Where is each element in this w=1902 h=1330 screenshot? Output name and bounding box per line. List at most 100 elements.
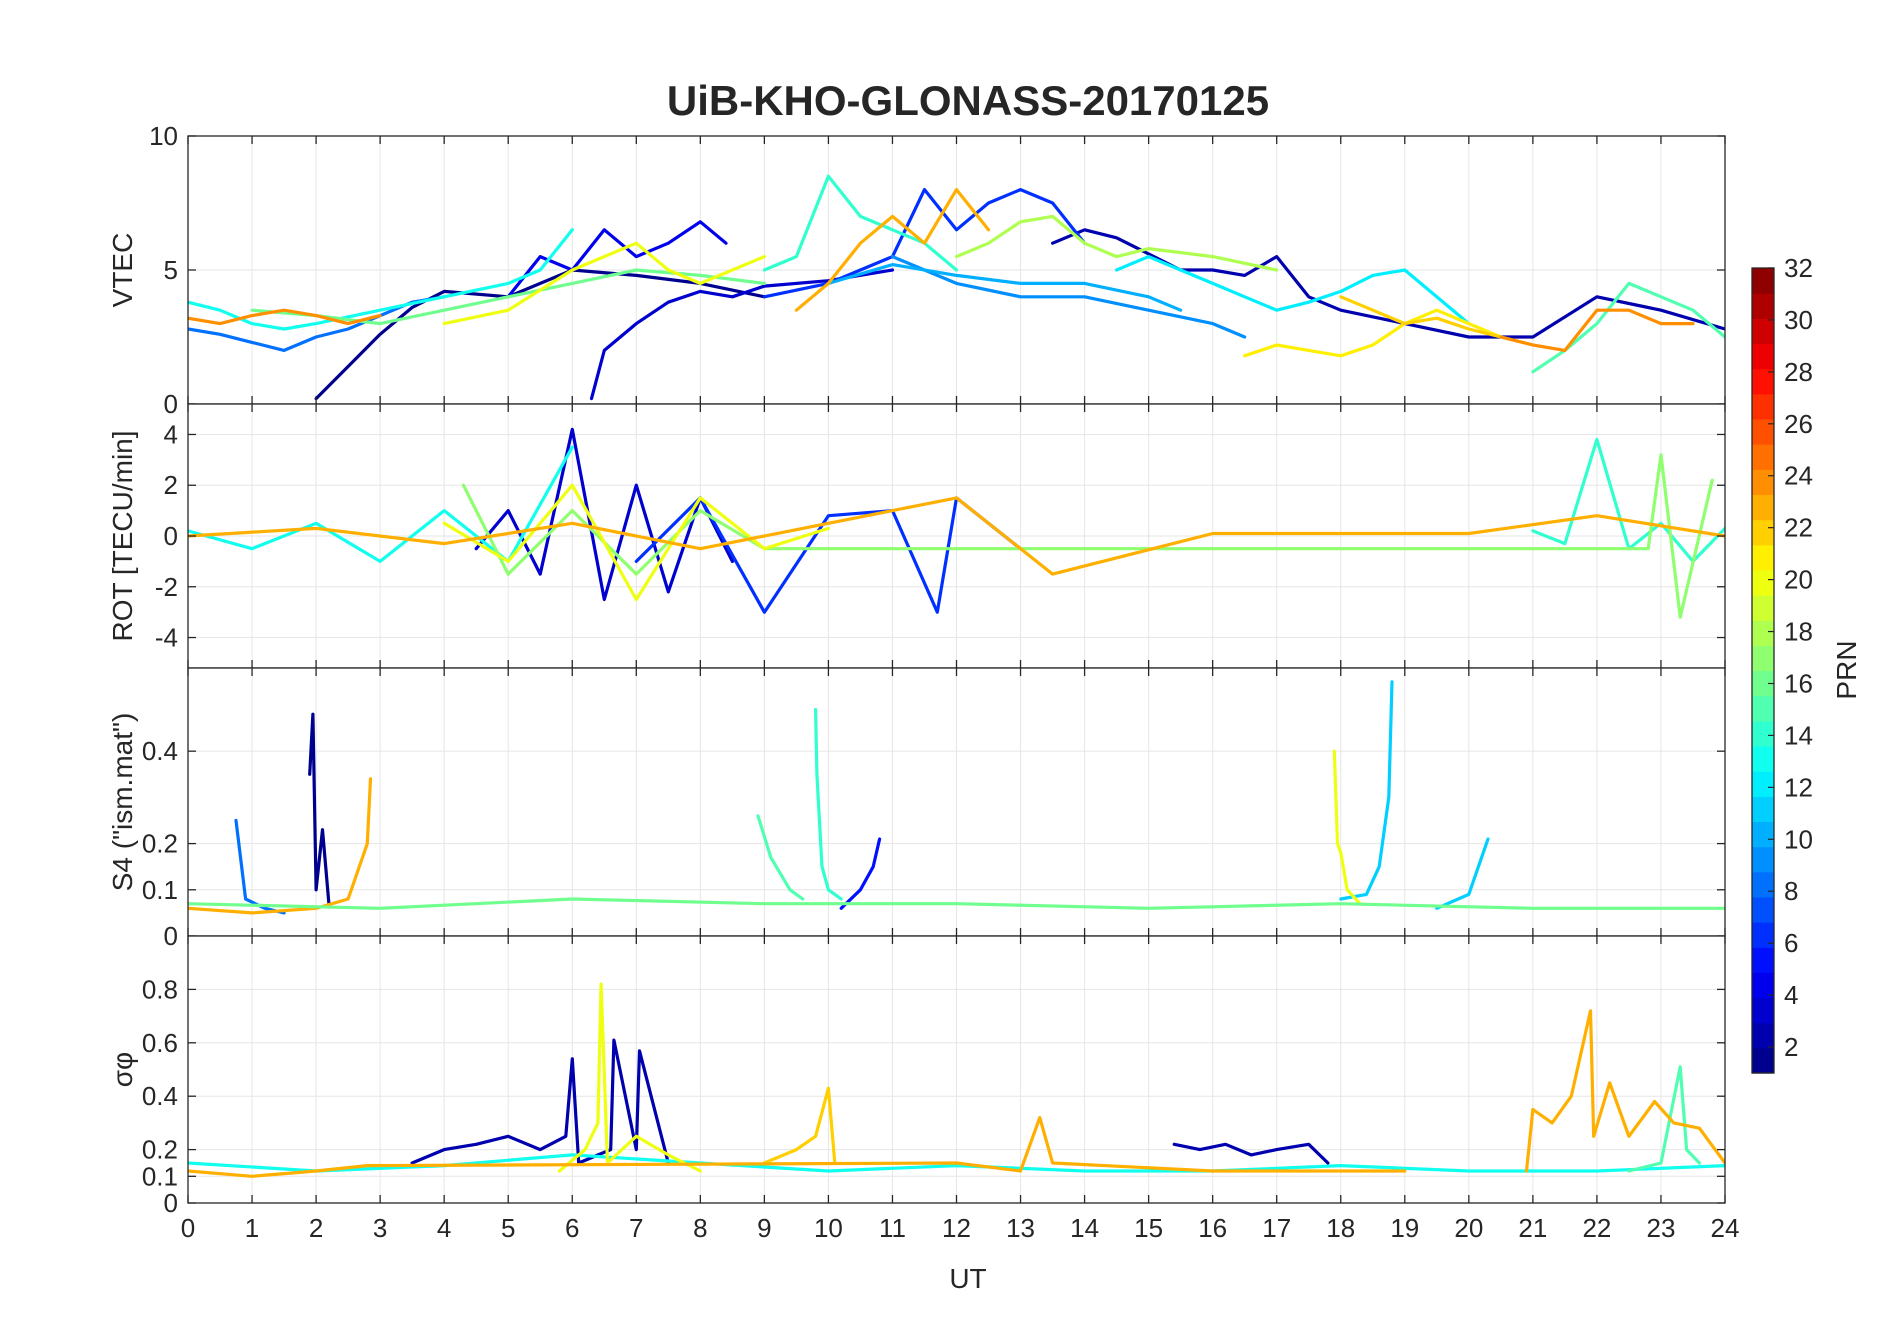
- series-line-prn-9: [890, 255, 1247, 339]
- colorbar-segment: [1752, 922, 1774, 948]
- series-line-prn-20: [557, 982, 702, 1173]
- x-tick-label: 13: [1006, 1213, 1035, 1243]
- panel-rot: -4 -2 0 2 4 ROT [TECU/min]: [107, 403, 1726, 669]
- x-tick-label: 14: [1070, 1213, 1099, 1243]
- colorbar-tick-label: 28: [1784, 357, 1813, 387]
- series-group: [188, 680, 1725, 915]
- series-line-prn-15: [1627, 1065, 1702, 1173]
- colorbar-segment: [1752, 620, 1774, 646]
- series-line-prn-2: [1172, 1142, 1330, 1165]
- colorbar-frame: [1751, 267, 1775, 1074]
- colorbar-tick-label: 2: [1784, 1032, 1798, 1062]
- colorbar-tick-label: 24: [1784, 461, 1813, 491]
- colorbar-segment: [1752, 293, 1774, 319]
- series-line-prn-11: [1435, 837, 1490, 910]
- series-line-prn-23: [188, 1115, 1407, 1178]
- series-group: [188, 982, 1725, 1178]
- colorbar-segment: [1752, 745, 1774, 772]
- series-line-prn-15: [756, 814, 805, 901]
- x-tick-label: 11: [879, 1213, 906, 1243]
- series-line-prn-12: [1114, 255, 1471, 326]
- series-line-prn-2: [410, 1038, 670, 1165]
- colorbar-segment: [1752, 1047, 1774, 1074]
- series-line-prn-24: [188, 308, 382, 326]
- y-axis-label-rot: ROT [TECU/min]: [107, 430, 138, 641]
- series-line-prn-24: [1499, 308, 1695, 352]
- colorbar-tick-label: 14: [1784, 720, 1813, 750]
- x-tick-label: 21: [1518, 1213, 1547, 1243]
- colorbar-segment: [1752, 947, 1774, 973]
- colorbar-segment: [1752, 846, 1774, 873]
- series-group: [188, 174, 1725, 401]
- series-line-prn-23: [1524, 1009, 1725, 1173]
- colorbar-segment: [1752, 771, 1774, 797]
- colorbar-tick-label: 18: [1784, 617, 1813, 647]
- series-line-prn-22: [762, 1086, 837, 1165]
- series-group: [188, 427, 1725, 619]
- x-tick-label: 15: [1134, 1213, 1163, 1243]
- colorbar-segment: [1752, 268, 1774, 294]
- colorbar-tick-label: 12: [1784, 772, 1813, 802]
- x-tick-label: 17: [1262, 1213, 1291, 1243]
- x-tick-label: 7: [629, 1213, 643, 1243]
- series-line-prn-20: [442, 483, 831, 602]
- colorbar-segment: [1752, 343, 1774, 370]
- series-line-prn-23: [188, 777, 373, 915]
- series-line-prn-23: [794, 188, 991, 312]
- x-tick-label: 10: [814, 1213, 843, 1243]
- x-tick-label: 4: [437, 1213, 451, 1243]
- series-line-prn-18: [954, 214, 1279, 272]
- colorbar-segment: [1752, 695, 1774, 722]
- colorbar-segment: [1752, 595, 1774, 621]
- x-tick-label: 18: [1326, 1213, 1355, 1243]
- x-tick-label: 8: [693, 1213, 707, 1243]
- y-tick-label: 0.8: [142, 974, 178, 1004]
- series-line-prn-10: [826, 263, 1183, 312]
- colorbar-segment: [1752, 519, 1774, 546]
- series-line-prn-16: [188, 897, 1725, 910]
- colorbar-segment: [1752, 418, 1774, 445]
- colorbar-tick-label: 4: [1784, 980, 1798, 1010]
- y-tick-label: 0.1: [142, 875, 178, 905]
- y-axis-label-vtec: VTEC: [107, 233, 138, 308]
- y-axis-label-sigma: σφ: [107, 1052, 138, 1087]
- colorbar-segment: [1752, 318, 1774, 345]
- y-tick-label: 0: [164, 921, 178, 951]
- colorbar-tick-label: 22: [1784, 513, 1813, 543]
- x-axis-label: UT: [949, 1263, 986, 1294]
- series-line-prn-11: [1339, 680, 1394, 901]
- colorbar-segment: [1752, 444, 1774, 470]
- colorbar-segment: [1752, 896, 1774, 923]
- y-tick-label: 0.1: [142, 1161, 178, 1191]
- x-tick-label: 22: [1582, 1213, 1611, 1243]
- colorbar-segment: [1752, 997, 1774, 1024]
- series-line-prn-20: [1332, 749, 1362, 906]
- series-line-prn-23: [188, 496, 1725, 576]
- y-tick-label: 0.2: [142, 1135, 178, 1165]
- series-line-prn-1: [308, 712, 331, 906]
- colorbar-segment: [1752, 469, 1774, 496]
- x-tick-label: 2: [309, 1213, 323, 1243]
- x-tick-label: 19: [1390, 1213, 1419, 1243]
- y-tick-label: 0: [164, 1188, 178, 1218]
- colorbar-tick-label: 20: [1784, 565, 1813, 595]
- y-tick-label: 0: [164, 389, 178, 419]
- y-tick-label: 5: [164, 255, 178, 285]
- x-tick-label: 16: [1198, 1213, 1227, 1243]
- y-axis-label-s4: S4 ("ism.mat"): [107, 713, 138, 892]
- y-tick-label: 0.2: [142, 829, 178, 859]
- x-tick-label: 23: [1646, 1213, 1675, 1243]
- series-line-prn-20: [442, 241, 767, 326]
- colorbar-segment: [1752, 670, 1774, 697]
- y-tick-label: 4: [164, 419, 178, 449]
- colorbar-segment: [1752, 393, 1774, 420]
- x-tick-label: 0: [181, 1213, 195, 1243]
- y-tick-label: 0.6: [142, 1028, 178, 1058]
- series-line-prn-2: [1050, 228, 1725, 339]
- colorbar-segment: [1752, 569, 1774, 596]
- series-line-prn-5: [839, 837, 882, 910]
- x-tick-label: 6: [565, 1213, 579, 1243]
- y-tick-label: -4: [155, 623, 178, 653]
